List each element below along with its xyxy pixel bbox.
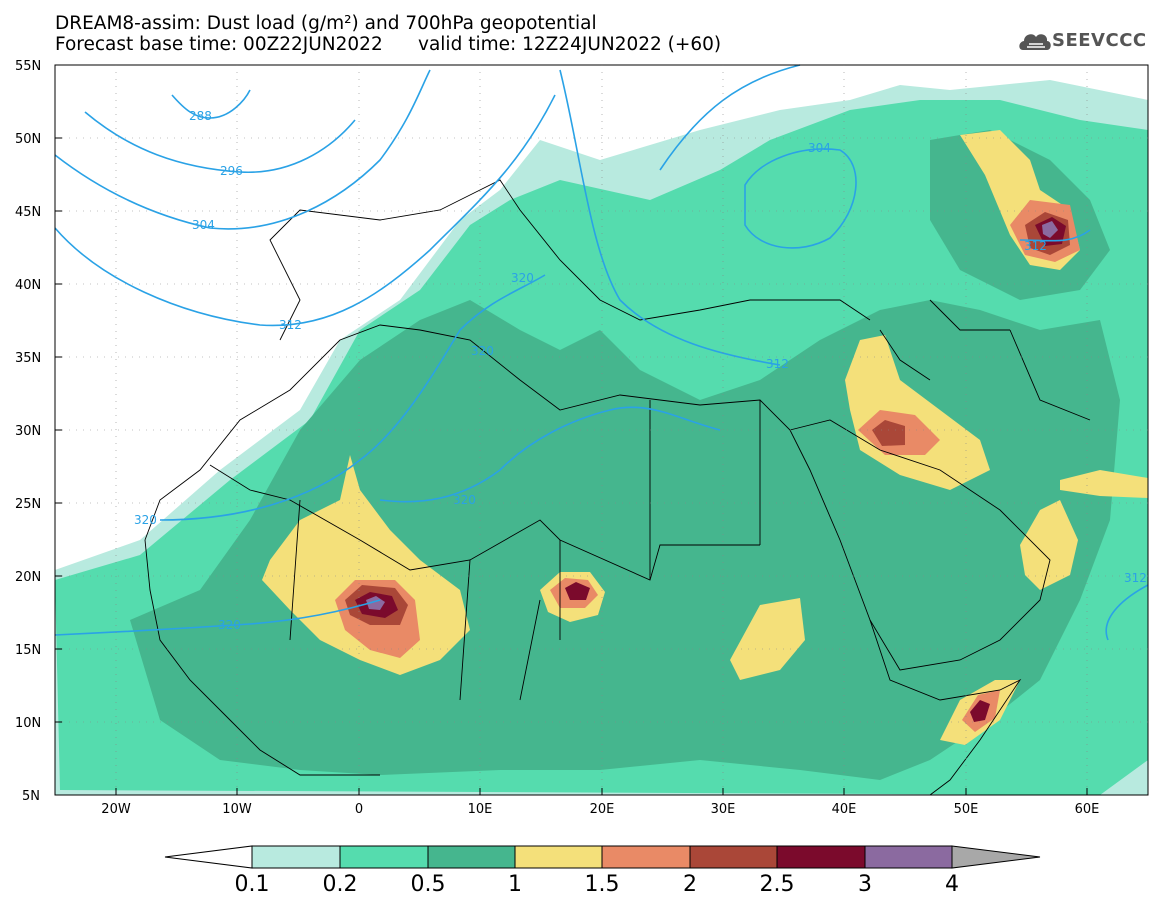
contour-label: 296 xyxy=(220,164,243,178)
colorbar-label: 3 xyxy=(858,872,872,897)
contour-304-east xyxy=(744,148,857,249)
dust-region-3.0-a xyxy=(366,596,385,610)
contour-320-a xyxy=(159,274,546,521)
coastline-africa xyxy=(144,324,1022,796)
contour-296 xyxy=(84,111,356,173)
dust-region-1.0-e xyxy=(1020,500,1078,590)
map-subtitle: Forecast base time: 00Z22JUN2022 valid t… xyxy=(55,34,722,55)
contour-label: 320 xyxy=(134,513,157,527)
dust-region-1.0-h xyxy=(1060,470,1148,498)
contour-label: 312 xyxy=(1024,239,1047,253)
contour-labels: 288 296 304 304 312 312 312 312 320 320 … xyxy=(134,109,1147,632)
contour-label: 312 xyxy=(766,357,789,371)
coastline-arabia xyxy=(789,419,1051,671)
colorbar-cell xyxy=(251,845,341,869)
longitude-labels: 20W 10W 0 10E 20E 30E 40E 50E 60E xyxy=(101,802,1099,817)
contour-312-east2 xyxy=(1105,584,1149,641)
geopotential-contours xyxy=(54,64,1149,641)
lat-label: 10N xyxy=(15,716,41,731)
country-borders xyxy=(144,179,1091,796)
logo-text: SEEVCCC xyxy=(1052,30,1147,51)
lat-label: 45N xyxy=(15,205,41,220)
lon-label: 10E xyxy=(468,802,493,817)
colorbar-cell xyxy=(864,845,953,869)
lon-label: 20W xyxy=(101,802,131,817)
lat-label: 55N xyxy=(15,59,41,74)
colorbar xyxy=(164,845,1041,869)
dust-region-2.5-d xyxy=(970,700,990,722)
contour-label: 320 xyxy=(471,344,494,358)
colorbar-label: 0.1 xyxy=(234,872,270,897)
colorbar-cell xyxy=(339,845,429,869)
lon-label: 20E xyxy=(590,802,615,817)
map-title: DREAM8-assim: Dust load (g/m²) and 700hP… xyxy=(55,13,597,34)
grid-lines xyxy=(55,65,1148,795)
border-line-3 xyxy=(879,299,1091,421)
dust-region-1.0-c xyxy=(730,598,805,680)
lat-label: 40N xyxy=(15,278,41,293)
contour-label: 304 xyxy=(192,218,215,232)
lat-label: 5N xyxy=(22,789,40,804)
lat-label: 15N xyxy=(15,643,41,658)
coastline-europe xyxy=(269,179,871,341)
lon-label: 50E xyxy=(954,802,979,817)
contour-label: 312 xyxy=(279,318,302,332)
tick-marks xyxy=(55,64,1088,796)
colorbar-label: 2 xyxy=(683,872,697,897)
lat-label: 25N xyxy=(15,497,41,512)
dust-field xyxy=(55,80,1148,795)
lon-label: 0 xyxy=(355,802,363,817)
dust-region-2.0-c xyxy=(872,420,905,446)
contour-label: 288 xyxy=(189,109,212,123)
colorbar-label: 2.5 xyxy=(759,872,795,897)
colorbar-label: 4 xyxy=(945,872,959,897)
contour-320-b xyxy=(379,406,721,503)
cloud-icon xyxy=(1019,34,1051,50)
colorbar-label: 1 xyxy=(508,872,522,897)
contour-320-c xyxy=(54,599,381,636)
lat-label: 30N xyxy=(15,424,41,439)
latitude-labels: 55N 50N 45N 40N 35N 30N 25N 20N 15N 10N … xyxy=(15,59,41,804)
contour-label: 320 xyxy=(453,493,476,507)
contour-312-east xyxy=(559,64,801,366)
contour-label: 304 xyxy=(808,141,831,155)
contour-288 xyxy=(171,89,251,119)
colorbar-cell xyxy=(601,845,691,869)
colorbar-label: 0.5 xyxy=(410,872,446,897)
coastline-africa-west xyxy=(144,539,380,776)
contour-312 xyxy=(54,94,1091,327)
colorbar-cell xyxy=(776,845,866,869)
lat-label: 50N xyxy=(15,132,41,147)
contour-label: 320 xyxy=(511,271,534,285)
lat-label: 35N xyxy=(15,351,41,366)
colorbar-cell xyxy=(427,845,516,869)
border-line-2 xyxy=(289,400,761,701)
colorbar-label: 0.2 xyxy=(322,872,358,897)
colorbar-label: 1.5 xyxy=(584,872,620,897)
contour-304-west xyxy=(54,69,431,230)
colorbar-cell xyxy=(689,845,778,869)
dust-region-1.0-a xyxy=(262,455,470,675)
contour-label: 320 xyxy=(218,618,241,632)
contour-label: 312 xyxy=(1124,571,1147,585)
lon-label: 40E xyxy=(832,802,857,817)
colorbar-upper-extend xyxy=(951,845,1041,869)
lon-label: 30E xyxy=(711,802,736,817)
lat-label: 20N xyxy=(15,570,41,585)
colorbar-lower-extend xyxy=(164,845,253,869)
dust-region-2.5-b xyxy=(565,582,590,600)
dust-region-3.0-b xyxy=(1042,221,1058,238)
colorbar-cell xyxy=(514,845,603,869)
lon-label: 10W xyxy=(222,802,252,817)
lon-label: 60E xyxy=(1075,802,1100,817)
